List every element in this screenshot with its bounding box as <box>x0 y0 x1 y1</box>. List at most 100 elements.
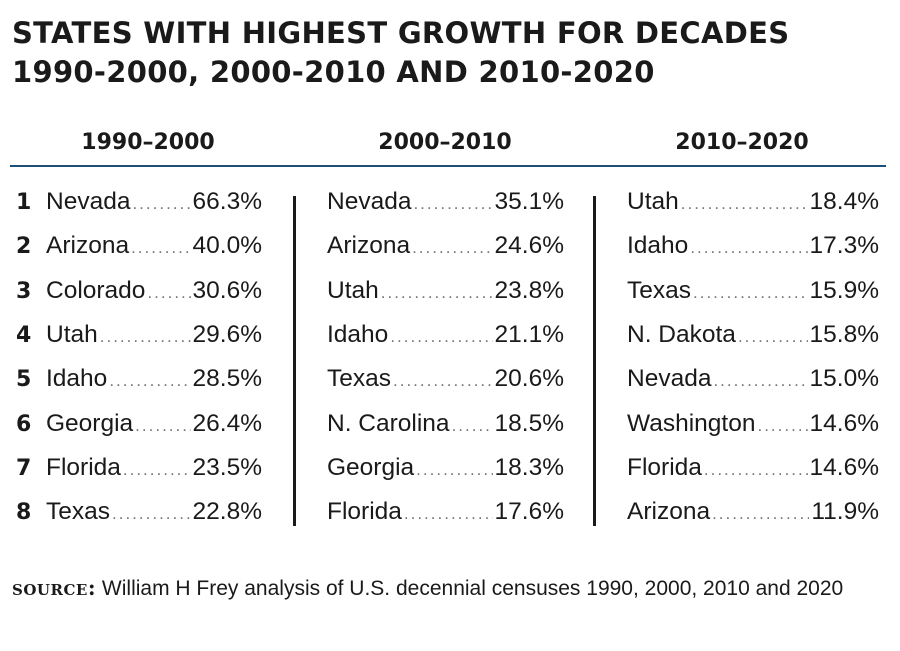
column-divider-1 <box>293 196 296 526</box>
dot-leader <box>693 283 808 303</box>
table-row: Nevada 35.1% <box>327 188 564 216</box>
growth-value: 11.9% <box>811 498 879 526</box>
rank-label: 6 <box>16 411 32 437</box>
table-row: Utah 29.6% <box>46 321 262 349</box>
state-name: Florida <box>627 453 702 481</box>
dot-leader <box>712 504 809 524</box>
dot-leader <box>112 504 191 524</box>
table-row: Florida 14.6% <box>627 454 879 482</box>
dot-leader <box>412 238 492 258</box>
table-row: N. Carolina 18.5% <box>327 410 564 438</box>
dot-leader <box>100 327 191 347</box>
rank-label: 7 <box>16 455 32 481</box>
state-name: Texas <box>46 498 111 526</box>
growth-value: 21.1% <box>494 320 564 348</box>
dot-leader <box>147 283 190 303</box>
dot-leader <box>416 460 492 480</box>
table-row: Nevada 15.0% <box>627 365 879 393</box>
rank-label: 8 <box>16 500 32 526</box>
rank-label: 1 <box>16 190 32 215</box>
column-header-1990-2000: 1990–2000 <box>81 130 215 155</box>
growth-value: 29.6% <box>192 320 262 348</box>
state-name: Florida <box>327 498 402 526</box>
table-row: Utah 18.4% <box>627 188 879 216</box>
table-row: Idaho 17.3% <box>627 232 879 260</box>
growth-value: 22.8% <box>192 498 262 526</box>
dot-leader <box>381 283 493 303</box>
dot-leader <box>393 371 493 391</box>
growth-value: 17.6% <box>494 498 564 526</box>
dot-leader <box>390 327 492 347</box>
table-row: Texas 22.8% <box>46 498 262 526</box>
growth-value: 18.4% <box>809 188 879 215</box>
table-row: Arizona 11.9% <box>627 498 879 526</box>
table-row: Washington 14.6% <box>627 410 879 438</box>
growth-value: 17.3% <box>809 232 879 260</box>
table-row: N. Dakota 15.8% <box>627 321 879 349</box>
table-row: Arizona 40.0% <box>46 232 262 260</box>
dot-leader <box>131 238 190 258</box>
dot-leader <box>404 504 493 524</box>
dot-leader <box>690 238 807 258</box>
state-name: Georgia <box>46 409 134 437</box>
dot-leader <box>452 416 493 436</box>
state-name: Texas <box>327 365 392 393</box>
state-name: N. Dakota <box>627 320 736 348</box>
table-row: Nevada 66.3% <box>46 188 262 216</box>
table-row: Georgia 18.3% <box>327 454 564 482</box>
growth-value: 24.6% <box>494 232 564 260</box>
dot-leader <box>135 416 190 436</box>
table-row: Georgia 26.4% <box>46 410 262 438</box>
state-name: Arizona <box>327 232 411 260</box>
dot-leader <box>109 371 190 391</box>
chart-title-line-2: 1990-2000, 2000-2010 AND 2010-2020 <box>12 55 655 89</box>
state-name: Nevada <box>46 188 131 215</box>
rank-label: 3 <box>16 278 32 304</box>
dot-leader <box>123 460 191 480</box>
state-name: Idaho <box>327 320 389 348</box>
source-text: William H Frey analysis of U.S. decennia… <box>101 577 844 600</box>
growth-value: 15.8% <box>809 320 879 348</box>
table-row: Idaho 28.5% <box>46 365 262 393</box>
source-label: SOURCE: <box>12 575 97 600</box>
header-rule <box>10 165 886 167</box>
growth-value: 18.3% <box>494 453 564 481</box>
table-row: Arizona 24.6% <box>327 232 564 260</box>
dot-leader <box>132 194 190 214</box>
state-name: Utah <box>327 276 379 304</box>
column-header-2010-2020: 2010–2020 <box>675 130 809 155</box>
column-divider-2 <box>593 196 596 526</box>
growth-value: 15.9% <box>809 276 879 304</box>
state-name: N. Carolina <box>327 409 450 437</box>
state-name: Utah <box>627 188 679 215</box>
source-note: SOURCE: William H Frey analysis of U.S. … <box>12 574 872 602</box>
growth-value: 66.3% <box>192 188 262 215</box>
growth-value: 26.4% <box>192 409 262 437</box>
growth-value: 14.6% <box>809 453 879 481</box>
rank-label: 2 <box>16 234 32 260</box>
state-name: Idaho <box>627 232 689 260</box>
dot-leader <box>738 327 808 347</box>
dot-leader <box>713 371 807 391</box>
dot-leader <box>757 416 807 436</box>
table-row: Florida 17.6% <box>327 498 564 526</box>
table-row: Florida 23.5% <box>46 454 262 482</box>
growth-value: 40.0% <box>192 232 262 260</box>
dot-leader <box>681 194 808 214</box>
growth-value: 20.6% <box>494 365 564 393</box>
state-name: Colorado <box>46 276 146 304</box>
state-name: Florida <box>46 453 121 481</box>
growth-value: 30.6% <box>192 276 262 304</box>
state-name: Georgia <box>327 453 415 481</box>
growth-value: 23.8% <box>494 276 564 304</box>
table-row: Colorado 30.6% <box>46 277 262 305</box>
state-name: Idaho <box>46 365 108 393</box>
table-row: Utah 23.8% <box>327 277 564 305</box>
column-header-2000-2010: 2000–2010 <box>378 130 512 155</box>
rank-label: 4 <box>16 322 32 348</box>
state-name: Arizona <box>627 498 711 526</box>
state-name: Washington <box>627 409 756 437</box>
growth-value: 14.6% <box>809 409 879 437</box>
dot-leader <box>704 460 808 480</box>
growth-value: 18.5% <box>494 409 564 437</box>
